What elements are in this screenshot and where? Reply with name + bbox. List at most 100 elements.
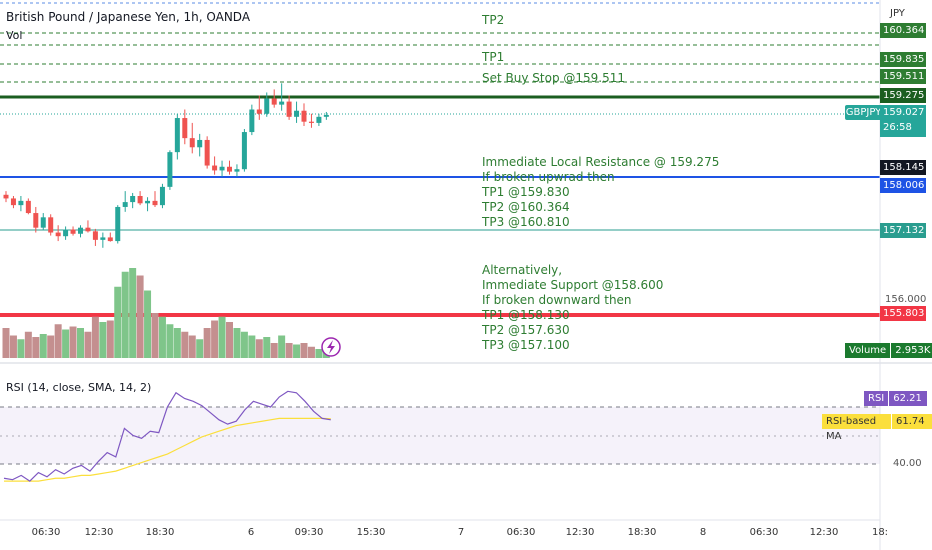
volume-bar: [255, 339, 263, 358]
candle-body: [33, 213, 39, 228]
time-axis-label: 06:30: [749, 527, 779, 538]
volume-bar: [151, 313, 159, 358]
candle-body: [122, 202, 128, 207]
volume-bar: [188, 335, 196, 358]
volume-bar: [9, 335, 17, 358]
volume-bar: [39, 334, 47, 358]
annotation-line: If broken upwrad then: [482, 170, 615, 184]
volume-bar: [240, 331, 248, 358]
volume-indicator-label[interactable]: Vol: [6, 29, 23, 42]
candle-body: [18, 200, 24, 206]
symbol-title[interactable]: British Pound / Japanese Yen, 1h, OANDA: [6, 10, 251, 24]
price-label-158006[interactable]: 158.006: [880, 178, 926, 193]
time-axis-label: 12:30: [84, 527, 114, 538]
volume-bar: [84, 331, 92, 358]
volume-bar: [270, 343, 278, 358]
volume-bar: [293, 344, 301, 358]
candle-body: [204, 139, 210, 166]
volume-bar: [173, 328, 181, 358]
bar-countdown: 26:58: [883, 122, 912, 133]
volume-bar: [17, 339, 25, 358]
candle-body: [137, 196, 143, 204]
time-axis-label: 12:30: [565, 527, 595, 538]
volume-bar: [121, 271, 129, 358]
rsi-title[interactable]: RSI (14, close, SMA, 14, 2): [6, 381, 152, 394]
time-axis-label: 6: [247, 527, 255, 538]
candle-body: [219, 166, 225, 171]
annotation-line: TP2 @157.630: [482, 323, 570, 337]
candle-body: [130, 196, 136, 203]
candle-body: [3, 194, 9, 199]
volume-bar: [54, 324, 62, 358]
candle-body: [264, 98, 270, 114]
currency-label: JPY: [890, 8, 905, 19]
candle-body: [212, 165, 218, 171]
price-label-159511[interactable]: 159.511: [880, 69, 926, 84]
volume-bar: [278, 335, 286, 358]
annotation-line: Alternatively,: [482, 263, 563, 277]
candle-body: [159, 186, 165, 206]
time-axis-label: 7: [457, 527, 465, 538]
candle-body: [145, 200, 151, 204]
time-axis-label: 06:30: [506, 527, 536, 538]
rsi-lines: [3, 390, 331, 482]
volume-bar: [285, 343, 293, 358]
annotation-line: TP2 @160.364: [482, 200, 570, 214]
annotation-buy-stop: Set Buy Stop @159.511: [482, 71, 625, 85]
annotation-resistance-block: Immediate Local Resistance @ 159.275 If …: [482, 155, 719, 230]
candle-body: [249, 109, 255, 133]
volume-bar: [211, 320, 219, 358]
candle-body: [197, 139, 203, 148]
price-label-157132[interactable]: 157.132: [880, 223, 926, 238]
volume-bar: [203, 328, 211, 358]
volume-bar: [263, 337, 271, 358]
candle-body: [234, 169, 240, 172]
price-label-160364[interactable]: 160.364: [880, 23, 926, 38]
rsi-ma-line: [4, 417, 331, 482]
candle-body: [107, 237, 113, 242]
rsi-tag: RSI: [864, 391, 889, 406]
volume-bar: [248, 335, 256, 358]
price-label-158145[interactable]: 158.145: [880, 160, 926, 175]
volume-bar: [69, 326, 77, 358]
candle-body: [167, 152, 173, 187]
candle-body: [189, 138, 195, 148]
volume-bar: [181, 331, 189, 358]
annotation-line: Immediate Support @158.600: [482, 278, 664, 292]
candle-body: [100, 237, 106, 240]
annotation-line: If broken downward then: [482, 293, 632, 307]
price-label-155803[interactable]: 155.803: [880, 306, 926, 321]
rsi-ma-badge[interactable]: RSI-based MA 61.74: [822, 414, 932, 442]
candle-body: [55, 232, 61, 237]
symbol-tag[interactable]: GBPJPY: [845, 105, 882, 120]
time-axis-label: 18:: [871, 527, 889, 538]
volume-badge[interactable]: Volume 2.953K: [845, 343, 932, 358]
annotation-tp2: TP2: [482, 13, 505, 27]
volume-badge-value: 2.953K: [895, 345, 931, 356]
time-axis-label: 18:30: [627, 527, 657, 538]
candle-body: [271, 98, 277, 105]
price-label-159835[interactable]: 159.835: [880, 52, 926, 67]
volume-bar: [300, 343, 308, 358]
last-price-badge[interactable]: 159.027 26:58: [880, 105, 926, 137]
rsi-value: 62.21: [889, 391, 928, 406]
candle-body: [174, 118, 180, 153]
volume-bars: [2, 268, 330, 358]
candle-body: [301, 110, 307, 122]
candle-body: [323, 114, 329, 117]
candle-body: [92, 231, 98, 240]
price-label-159275[interactable]: 159.275: [880, 88, 926, 103]
candle-body: [256, 109, 262, 114]
lightning-icon[interactable]: [321, 337, 341, 357]
volume-bar: [307, 346, 315, 358]
rsi-value-badge[interactable]: RSI 62.21: [864, 391, 928, 406]
volume-badge-label: Volume: [845, 343, 892, 358]
volume-bar: [226, 322, 233, 358]
volume-bar: [218, 316, 226, 358]
volume-bar: [114, 286, 122, 358]
rsi-line: [3, 390, 331, 482]
volume-bar: [136, 275, 144, 358]
annotation-line: Immediate Local Resistance @ 159.275: [482, 155, 720, 169]
